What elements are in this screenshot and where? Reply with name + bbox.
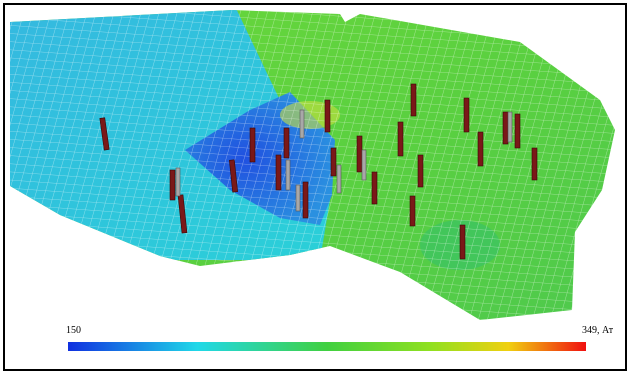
well <box>478 132 483 166</box>
well <box>250 128 255 162</box>
well <box>411 84 416 116</box>
well <box>418 155 423 187</box>
well <box>170 170 175 200</box>
colorbar-max-label: 349, Ат <box>582 325 614 336</box>
well <box>284 128 289 158</box>
well <box>410 196 415 226</box>
well-head <box>362 150 366 180</box>
well <box>357 136 362 172</box>
well <box>276 155 281 190</box>
page: 150 349, Ат (() => { const data = JSON.p… <box>0 0 630 374</box>
well-head <box>286 160 290 190</box>
colorbar <box>68 342 586 351</box>
well <box>503 112 508 144</box>
well <box>532 148 537 180</box>
well-head <box>337 165 341 193</box>
well <box>460 225 465 259</box>
colorbar-min-label: 150 <box>66 325 81 336</box>
well <box>464 98 469 132</box>
well-head <box>176 168 180 196</box>
viewport: 150 349, Ат <box>0 0 630 374</box>
well <box>325 100 330 132</box>
well-head <box>296 185 300 211</box>
well <box>398 122 403 156</box>
well <box>372 172 377 204</box>
well-head <box>508 112 512 142</box>
well <box>331 148 336 176</box>
well <box>303 182 308 218</box>
well-head <box>300 110 304 138</box>
well <box>515 114 520 148</box>
